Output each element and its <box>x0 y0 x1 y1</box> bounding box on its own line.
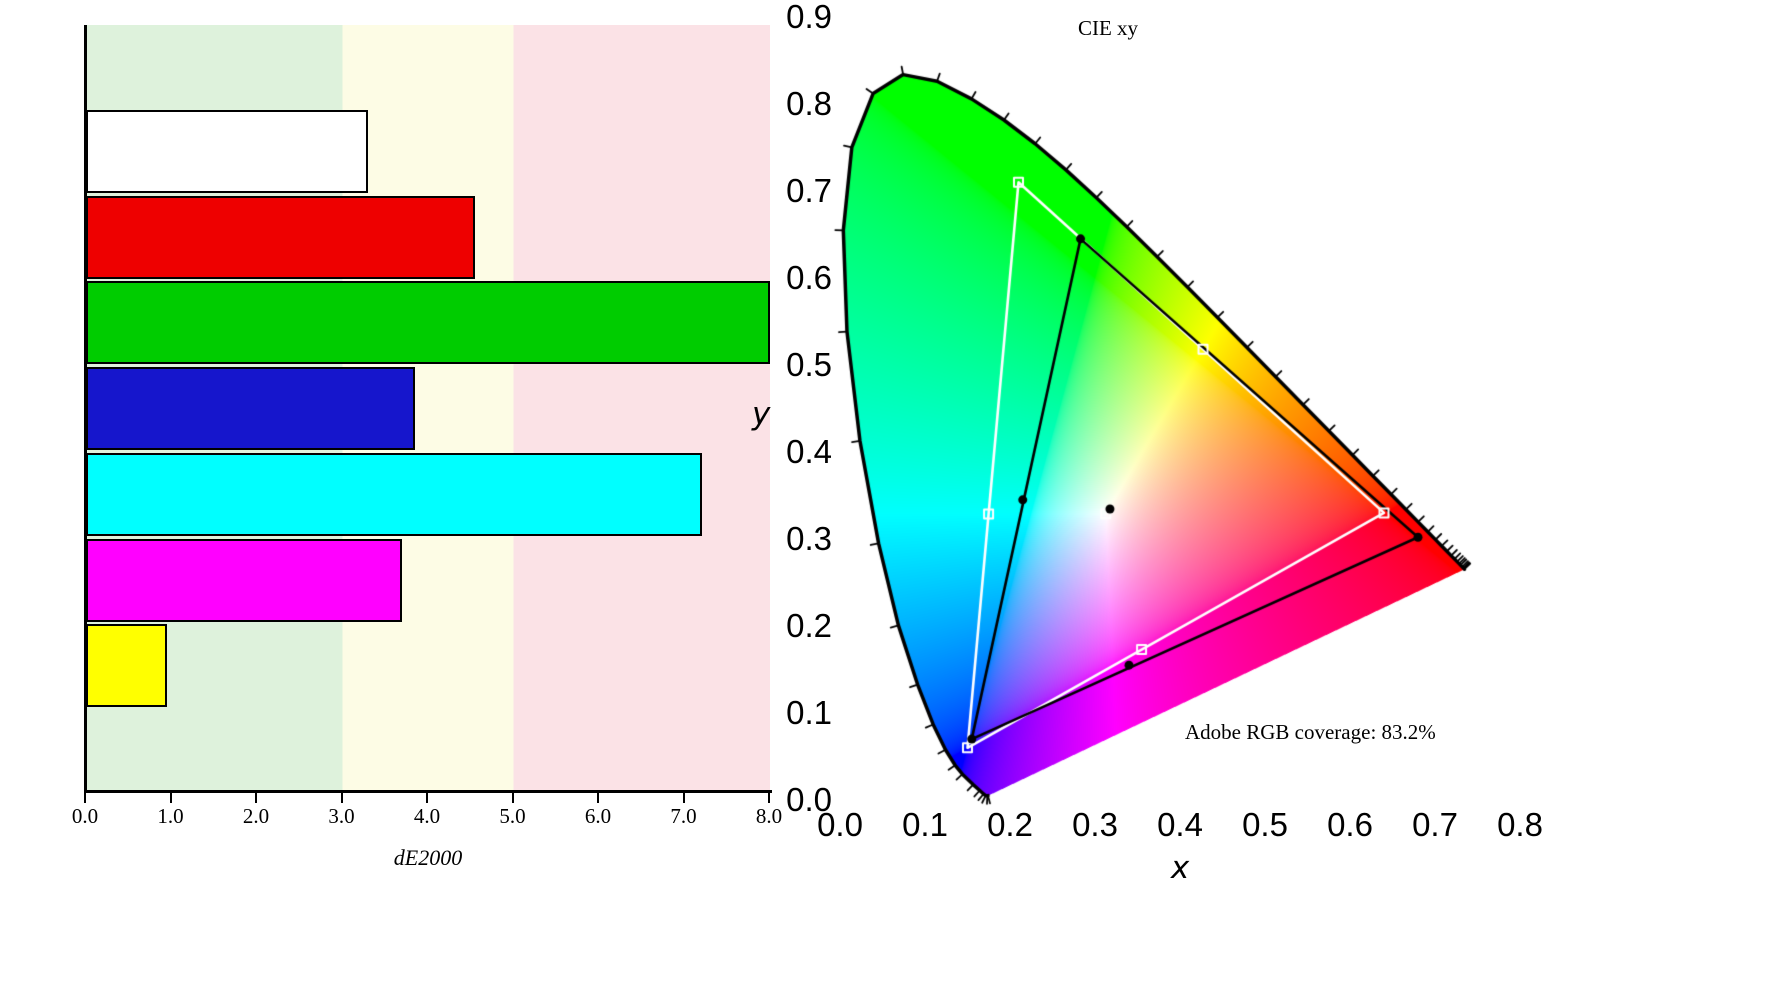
x-tick-mark <box>426 793 428 803</box>
x-tick-mark <box>511 793 514 803</box>
bar-magenta <box>86 538 403 622</box>
y-tick-label: 0.8 <box>786 85 832 122</box>
x-tick-label: 2.0 <box>242 804 270 828</box>
bar-yellow <box>86 624 168 708</box>
coverage-annotation: Adobe RGB coverage: 83.2% <box>1185 720 1436 744</box>
x-tick-label: 0.8 <box>1497 806 1543 843</box>
y-tick-label: 0.4 <box>786 433 832 470</box>
x-tick-label: 0.3 <box>1072 806 1118 843</box>
x-tick-mark <box>340 793 343 803</box>
x-tick-label: 0.1 <box>902 806 948 843</box>
cie-diagram-canvas <box>740 0 1777 1000</box>
x-tick-label: 7.0 <box>670 804 697 828</box>
bar-blue <box>86 367 416 451</box>
bar-red <box>86 195 476 279</box>
y-tick-label: 0.7 <box>786 172 832 209</box>
x-tick-mark <box>84 793 86 803</box>
x-tick-mark <box>169 793 172 803</box>
de2000-bar-chart: dE2000 0.01.02.03.04.05.06.07.08.0 <box>0 0 790 1000</box>
y-tick-label: 0.5 <box>786 346 832 383</box>
x-tick-mark <box>255 793 257 803</box>
bar-cyan <box>86 452 702 536</box>
x-axis-line <box>84 790 772 793</box>
y-axis-line <box>84 25 87 793</box>
y-tick-label: 0.0 <box>786 781 832 818</box>
y-tick-label: 0.1 <box>786 694 832 731</box>
y-axis-title: y <box>752 396 771 432</box>
bar-white <box>86 110 369 193</box>
x-tick-label: 0.4 <box>1157 806 1203 843</box>
chart-title: CIE xy <box>1077 16 1139 40</box>
y-tick-label: 0.9 <box>786 0 832 35</box>
bar-plot-area <box>86 25 770 790</box>
cie-chromaticity-chart: CIE xy Adobe RGB coverage: 83.2% x y 0.0… <box>740 0 1777 1000</box>
y-tick-label: 0.2 <box>786 607 832 644</box>
x-tick-label: 6.0 <box>584 804 612 828</box>
x-tick-label: 0.0 <box>817 806 863 843</box>
x-tick-mark <box>597 793 599 803</box>
x-axis-title: x <box>1170 850 1190 886</box>
x-tick-label: 0.6 <box>1327 806 1373 843</box>
y-tick-label: 0.3 <box>786 520 832 557</box>
x-tick-label: 0.7 <box>1412 806 1458 843</box>
x-axis-title: dE2000 <box>393 845 463 870</box>
x-tick-label: 0.0 <box>71 804 99 828</box>
x-tick-mark <box>682 793 685 803</box>
x-tick-label: 1.0 <box>157 804 184 828</box>
bar-green <box>86 281 770 365</box>
x-tick-label: 0.2 <box>987 806 1033 843</box>
x-tick-label: 0.5 <box>1242 806 1288 843</box>
x-tick-label: 5.0 <box>499 804 526 828</box>
x-tick-label: 4.0 <box>413 804 441 828</box>
y-tick-label: 0.6 <box>786 259 832 296</box>
x-tick-label: 3.0 <box>328 804 355 828</box>
